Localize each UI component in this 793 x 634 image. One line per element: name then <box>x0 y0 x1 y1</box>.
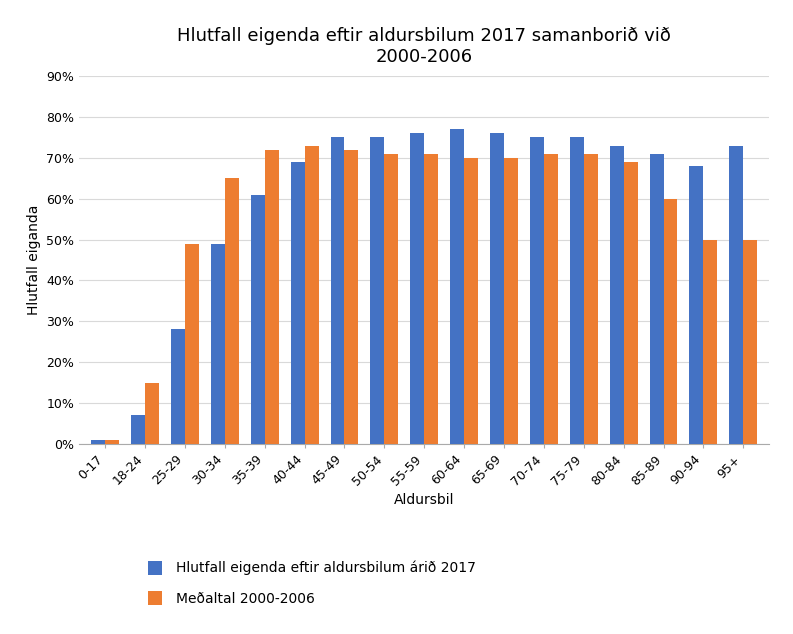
Bar <box>570 138 584 444</box>
Bar <box>225 178 239 444</box>
Bar <box>370 138 385 444</box>
Y-axis label: Hlutfall eiganda: Hlutfall eiganda <box>27 205 41 315</box>
Bar <box>344 150 358 444</box>
Bar <box>131 415 145 444</box>
Bar <box>743 240 757 444</box>
Bar <box>331 138 344 444</box>
Bar <box>703 240 718 444</box>
Legend: Hlutfall eigenda eftir aldursbilum árið 2017, Meðaltal 2000-2006: Hlutfall eigenda eftir aldursbilum árið … <box>141 553 483 612</box>
Title: Hlutfall eigenda eftir aldursbilum 2017 samanborið við
2000-2006: Hlutfall eigenda eftir aldursbilum 2017 … <box>178 27 671 66</box>
Bar <box>91 440 105 444</box>
Bar <box>424 153 439 444</box>
Bar <box>689 166 703 444</box>
Bar <box>265 150 278 444</box>
Bar <box>305 146 319 444</box>
Bar <box>530 138 544 444</box>
Bar <box>730 146 743 444</box>
Bar <box>464 158 478 444</box>
Bar <box>623 162 638 444</box>
Bar <box>664 198 677 444</box>
Bar <box>145 382 159 444</box>
Bar <box>649 153 664 444</box>
X-axis label: Aldursbil: Aldursbil <box>394 493 454 507</box>
Bar <box>251 195 265 444</box>
Bar <box>105 440 119 444</box>
Bar <box>610 146 623 444</box>
Bar <box>211 243 225 444</box>
Bar <box>410 133 424 444</box>
Bar <box>490 133 504 444</box>
Bar <box>291 162 305 444</box>
Bar <box>504 158 518 444</box>
Bar <box>185 243 199 444</box>
Bar <box>544 153 557 444</box>
Bar <box>385 153 398 444</box>
Bar <box>171 330 185 444</box>
Bar <box>584 153 598 444</box>
Bar <box>450 129 464 444</box>
